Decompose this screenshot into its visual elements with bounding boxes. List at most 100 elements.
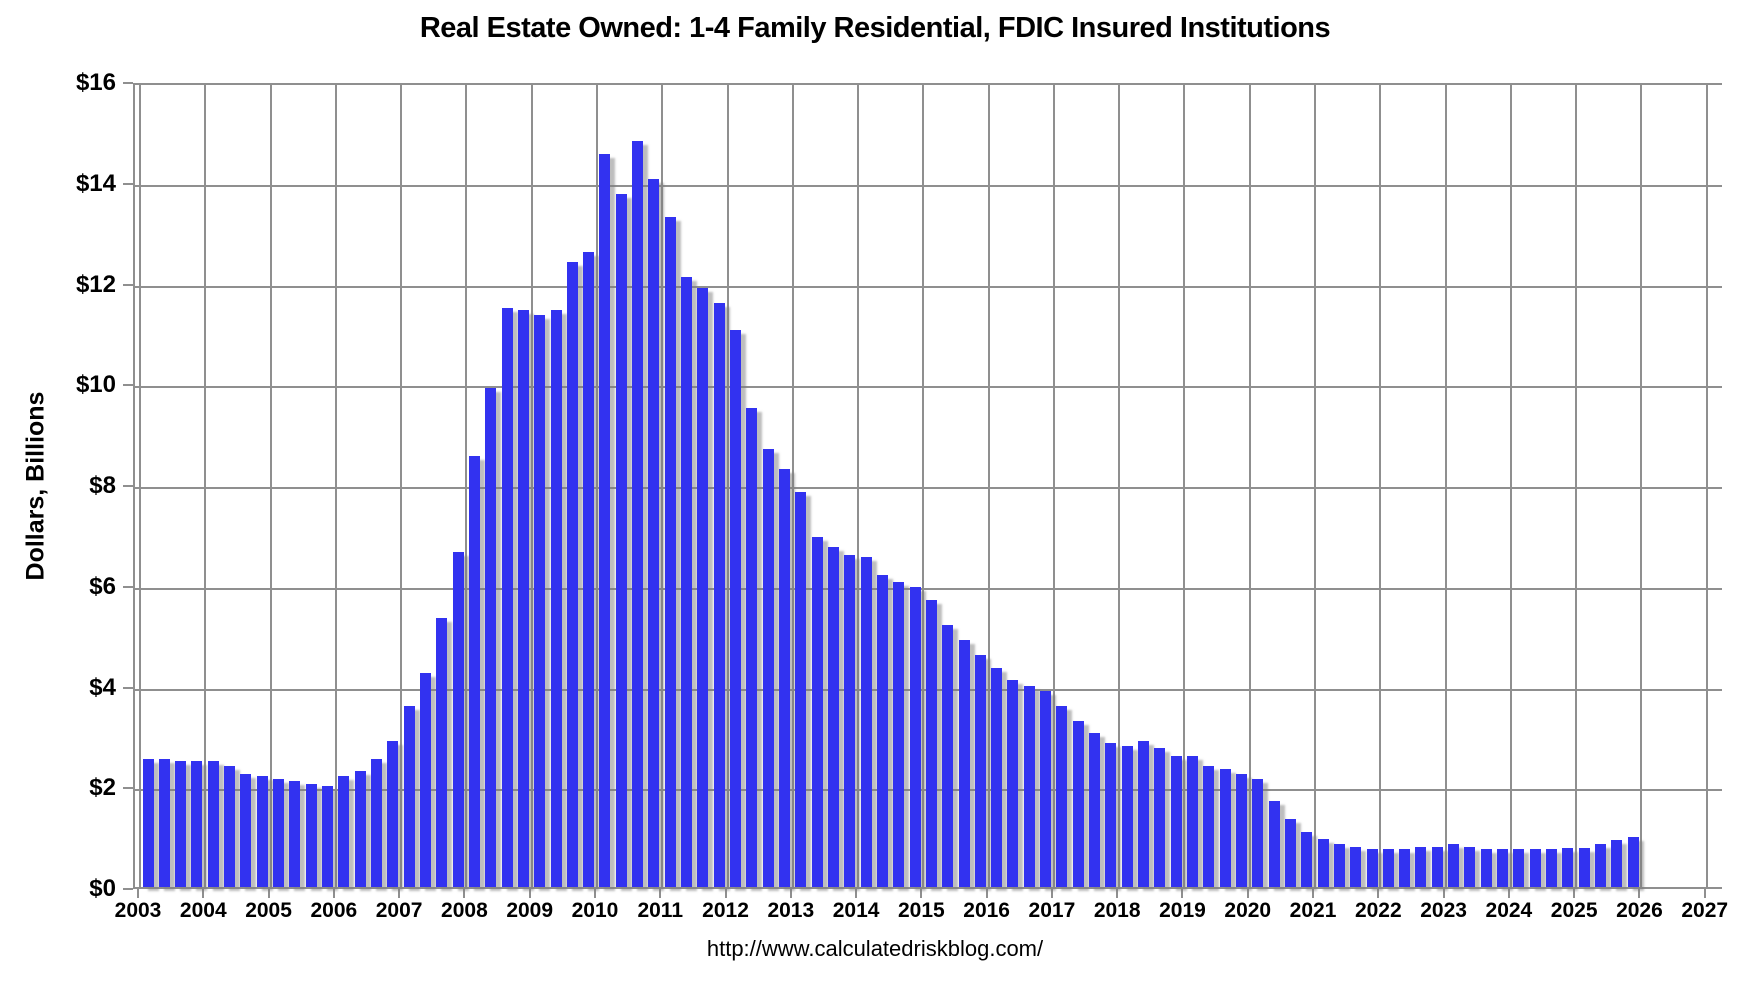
y-tick-mark	[123, 283, 133, 286]
bar-2018-q4	[1170, 756, 1182, 887]
x-gridline	[530, 85, 533, 887]
bar-2017-q3	[1089, 733, 1101, 887]
bar-2014-q2	[876, 574, 888, 887]
y-gridline	[135, 487, 1722, 489]
bar-2009-q4	[583, 252, 595, 887]
bar-2004-q3	[240, 773, 252, 887]
bar-2003-q2	[158, 758, 170, 887]
bar-2006-q4	[387, 740, 399, 887]
bar-2013-q3	[827, 546, 839, 887]
bar-2003-q1	[142, 758, 154, 887]
bar-2024-q2	[1529, 849, 1541, 887]
bar-2022-q4	[1431, 846, 1443, 887]
bar-2025-q2	[1594, 844, 1606, 887]
bar-2016-q3	[1023, 685, 1035, 887]
x-tick-label: 2007	[375, 899, 423, 922]
x-tick-mark	[920, 889, 923, 898]
x-tick-label: 2015	[898, 899, 945, 922]
x-tick-label: 2025	[1550, 899, 1598, 922]
bar-2020-q1	[1252, 778, 1264, 887]
x-tick-mark	[789, 889, 792, 898]
x-gridline	[400, 85, 403, 887]
x-tick-mark	[985, 889, 988, 898]
x-tick-mark	[1442, 889, 1445, 898]
bar-2023-q1	[1448, 844, 1460, 887]
x-tick-mark	[1573, 889, 1576, 898]
y-gridline	[135, 285, 1722, 288]
x-gridline	[1575, 85, 1578, 887]
bar-2014-q3	[893, 582, 905, 887]
bar-2010-q4	[648, 179, 660, 887]
bar-2018-q1	[1121, 745, 1133, 887]
x-tick-label: 2005	[245, 899, 292, 922]
x-tick-label: 2006	[310, 899, 358, 922]
bar-2020-q3	[1284, 819, 1296, 887]
x-tick-label: 2022	[1354, 899, 1402, 922]
bar-2020-q4	[1301, 831, 1313, 887]
x-gridline	[1705, 85, 1708, 887]
x-gridline	[1183, 85, 1186, 887]
x-gridline	[1640, 85, 1643, 887]
x-gridline	[334, 85, 337, 887]
x-gridline	[1052, 85, 1055, 887]
x-tick-mark	[463, 889, 466, 898]
bar-2015-q2	[942, 625, 954, 887]
x-gridline	[139, 85, 141, 887]
x-gridline	[987, 85, 990, 887]
y-tick-mark	[123, 82, 133, 84]
bar-2013-q1	[795, 491, 807, 887]
bar-2008-q4	[517, 310, 529, 887]
bar-2006-q1	[338, 776, 350, 887]
y-tick-label: $8	[89, 472, 116, 499]
x-tick-mark	[202, 889, 205, 898]
x-tick-mark	[398, 889, 401, 898]
x-tick-mark	[1507, 889, 1510, 898]
bar-2022-q3	[1415, 846, 1427, 887]
bar-2007-q1	[403, 705, 415, 887]
x-gridline	[1118, 85, 1121, 887]
x-tick-mark	[1181, 889, 1184, 898]
x-tick-mark	[1703, 889, 1706, 898]
bar-2007-q4	[452, 552, 464, 887]
x-tick-label: 2010	[571, 899, 619, 922]
bar-2016-q4	[1040, 690, 1052, 887]
bar-2009-q2	[550, 310, 562, 887]
bar-2016-q1	[991, 667, 1003, 887]
bar-2012-q2	[746, 408, 758, 887]
y-tick-label: $14	[75, 169, 116, 197]
bar-2010-q2	[615, 194, 627, 887]
bar-2025-q1	[1578, 847, 1590, 887]
bar-2008-q3	[501, 307, 513, 887]
bar-2014-q4	[909, 587, 921, 887]
y-gridline	[135, 184, 1722, 187]
y-tick-label: $6	[89, 572, 116, 600]
x-tick-mark	[1116, 889, 1119, 898]
x-gridline	[465, 85, 468, 887]
x-tick-label: 2004	[179, 899, 227, 922]
bar-2014-q1	[860, 557, 872, 887]
bar-2003-q3	[175, 761, 187, 887]
x-tick-mark	[593, 889, 596, 898]
y-tick-label: $12	[75, 270, 116, 298]
source-url: http://www.calculatedriskblog.com/	[706, 936, 1044, 961]
bar-2009-q1	[534, 315, 546, 887]
bar-2008-q1	[468, 456, 480, 887]
bar-2005-q3	[305, 783, 317, 887]
bar-2023-q4	[1497, 849, 1509, 887]
x-gridline	[857, 85, 860, 887]
bar-2025-q4	[1627, 836, 1639, 887]
bar-2013-q4	[844, 554, 856, 887]
bar-2020-q2	[1268, 801, 1280, 887]
y-tick-mark	[123, 485, 133, 487]
x-tick-mark	[137, 889, 139, 898]
bar-2003-q4	[191, 761, 203, 887]
x-tick-mark	[1377, 889, 1380, 898]
bar-2004-q1	[207, 761, 219, 887]
bar-2022-q2	[1399, 849, 1411, 887]
x-gridline	[1509, 85, 1512, 887]
x-tick-label: 2027	[1681, 899, 1729, 922]
bar-2011-q3	[697, 287, 709, 887]
bar-2017-q2	[1072, 720, 1084, 887]
bar-2011-q1	[664, 217, 676, 887]
x-tick-mark	[1638, 889, 1641, 898]
